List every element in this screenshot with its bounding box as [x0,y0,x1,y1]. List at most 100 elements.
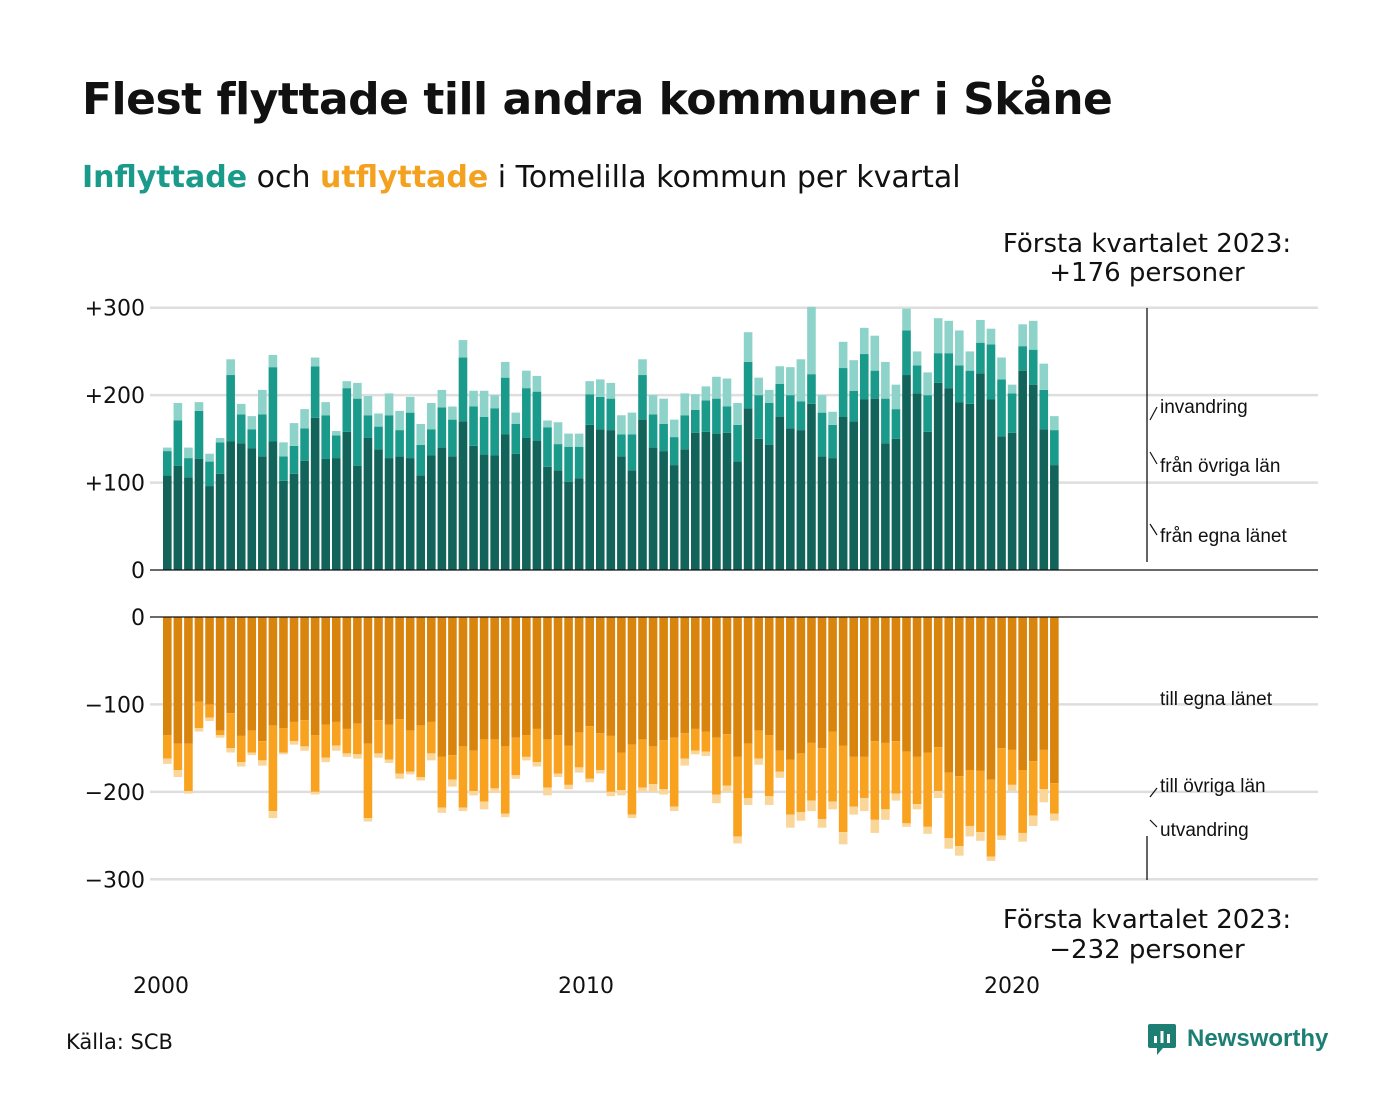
bar-out-own [173,617,183,744]
bar-out-own [1039,617,1049,750]
bar-in-own [617,456,626,570]
bar-in-own [532,440,542,570]
subtitle-och: och [247,160,320,195]
bar-out-own [965,617,975,771]
bar-in-other [627,434,637,471]
bar-in-own [522,437,531,570]
bar-in-other [300,428,309,461]
bar-in-other [1050,430,1059,466]
page-title: Flest flyttade till andra kommuner i Skå… [82,74,1113,125]
bar-out-own [574,617,584,733]
bar-in-own [807,403,816,570]
bar-out-foreign [1028,815,1038,826]
bar-in-other [976,342,985,374]
bar-out-foreign [849,806,858,815]
bar-out-other [437,756,447,808]
bar-out-other [733,756,742,837]
bar-in-foreign [712,376,721,399]
bar-in-foreign [532,375,542,392]
bar-out-other [279,728,288,753]
bar-out-own [342,617,352,729]
bar-in-foreign [680,393,690,416]
bar-out-other [965,770,975,826]
bar-in-own [775,416,785,570]
bar-out-other [353,723,362,755]
bar-in-other [564,446,573,482]
bar-in-foreign [859,327,869,355]
bar-in-other [279,456,288,481]
bar-in-foreign [648,395,658,415]
bar-in-own [469,445,478,570]
bar-in-other [500,377,510,435]
annotation-bottom-line1: Första kvartalet 2023: [1003,905,1291,935]
bar-in-foreign [817,395,827,413]
bar-out-own [448,617,457,756]
bar-out-own [669,617,679,738]
y-tick-label-bottom: −300 [85,868,145,893]
bar-in-foreign [258,389,267,415]
bar-in-foreign [321,402,330,416]
segment-label: till egna länet [1160,689,1273,710]
bar-out-own [1028,617,1038,762]
bar-in-own [331,458,341,570]
bar-in-foreign [912,351,922,366]
subtitle: Inflyttade och utflyttade i Tomelilla ko… [82,160,961,195]
bar-in-other [215,442,225,474]
bar-out-foreign [1039,789,1049,803]
bar-out-foreign [469,790,478,796]
bar-out-other [479,739,489,802]
bar-out-own [511,617,521,738]
bar-out-own [279,617,288,729]
y-tick-label-bottom: −100 [85,693,145,718]
bar-out-other [701,731,711,752]
bar-in-foreign [1018,324,1027,347]
bar-out-other [891,741,901,794]
bar-in-own [944,388,954,570]
bar-out-other [1050,783,1059,814]
bar-in-other [669,437,679,466]
bar-out-foreign [321,757,330,763]
segment-leader-line [1149,819,1158,828]
bar-in-other [363,415,373,438]
bar-out-other [595,733,605,771]
bar-out-own [712,617,721,738]
bar-in-other [786,395,795,429]
bar-in-own [859,399,869,570]
bar-in-foreign [184,447,193,459]
bar-in-own [754,438,763,570]
bar-in-foreign [374,413,383,427]
bar-in-foreign [976,319,985,343]
bar-in-own [1018,370,1027,570]
bar-out-other [881,742,890,810]
bar-out-foreign [976,832,985,841]
bar-out-other [648,746,658,784]
bar-out-foreign [405,771,415,775]
bar-out-own [828,617,837,732]
bar-in-other [310,366,320,418]
bar-in-own [300,460,309,570]
bar-in-other [236,414,246,444]
bar-out-foreign [247,752,257,756]
bar-in-other [458,357,468,422]
bar-in-other [955,365,964,403]
bar-out-own [859,617,869,757]
bar-in-foreign [1028,320,1038,350]
bar-out-foreign [448,779,457,787]
bar-out-own [500,617,510,747]
bar-out-foreign [553,773,563,777]
bar-in-own [986,399,996,570]
bar-out-other [405,730,415,772]
bar-in-other [268,367,278,442]
bar-in-own [923,431,932,570]
bar-out-other [902,751,911,824]
bar-out-other [247,730,257,753]
bar-out-other [659,740,668,790]
bar-in-foreign [627,412,637,435]
bar-in-own [585,424,594,570]
bar-out-own [881,617,890,743]
bar-out-foreign [226,748,235,753]
bar-out-other [617,752,626,791]
bar-in-foreign [933,318,943,354]
bar-out-own [902,617,911,752]
bar-out-foreign [184,790,193,794]
